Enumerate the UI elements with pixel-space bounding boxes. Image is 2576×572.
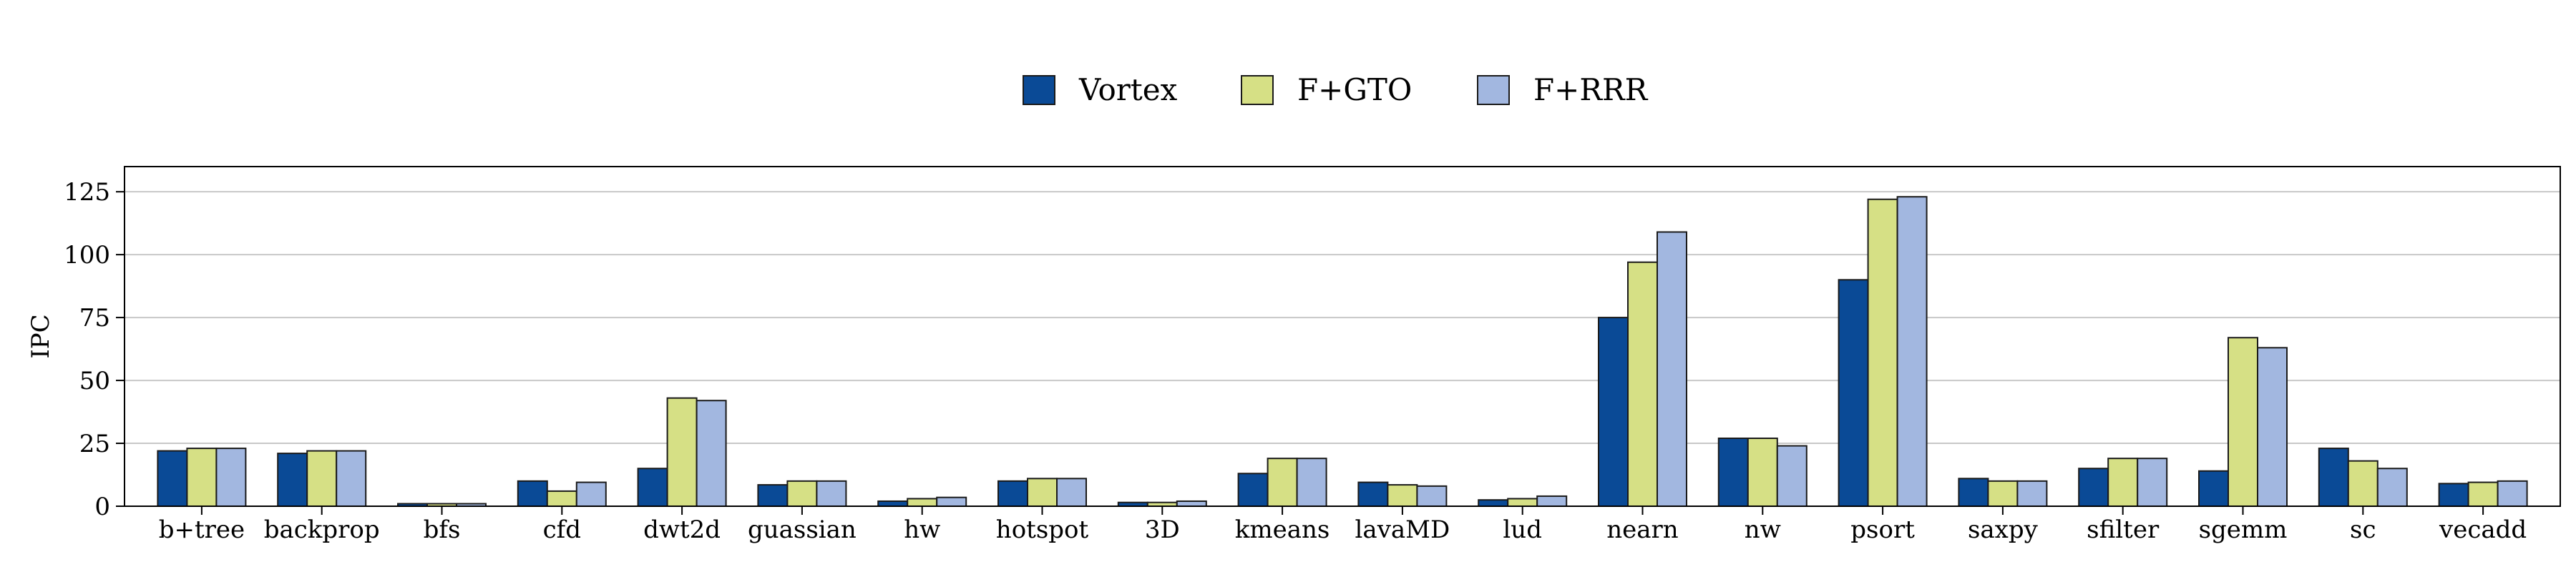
x-tick-label: kmeans: [1235, 516, 1330, 544]
bar-f-rrr: [2497, 480, 2528, 508]
x-tick-label: hw: [904, 516, 940, 544]
x-tick-label: lud: [1503, 516, 1542, 544]
gridlines: [125, 191, 2560, 445]
bar-f-gto: [2107, 458, 2139, 507]
bar-vortex: [277, 453, 308, 507]
bar-f-gto: [786, 480, 818, 508]
y-tick-label: 125: [64, 178, 110, 207]
bars: [157, 196, 2528, 508]
bar-vortex: [1838, 279, 1869, 507]
bar-f-rrr: [936, 496, 967, 507]
bar-f-gto: [1867, 198, 1898, 507]
legend-label: F+GTO: [1297, 72, 1412, 107]
legend-swatch: [1023, 75, 1055, 105]
bar-f-gto: [1747, 438, 1778, 507]
bar-vortex: [517, 480, 548, 508]
bar-f-rrr: [1176, 500, 1207, 507]
x-tick-label: guassian: [748, 516, 857, 544]
x-tick-label: nearn: [1606, 516, 1678, 544]
plot-frame: [124, 166, 2561, 507]
bar-vortex: [2198, 470, 2229, 507]
bar-f-rrr: [215, 448, 247, 508]
bar-f-gto: [907, 498, 938, 508]
bar-vortex: [2318, 448, 2349, 508]
bar-f-gto: [2467, 481, 2499, 508]
legend-label: Vortex: [1078, 72, 1178, 107]
bar-f-gto: [186, 448, 218, 508]
bar-vortex: [997, 480, 1028, 508]
y-tick-label: 0: [94, 493, 110, 521]
bar-vortex: [1598, 317, 1629, 507]
x-tick-label: saxpy: [1968, 516, 2039, 544]
x-axis-ticks: b+tree backprop bfs cfd dwt2d guassian hw hotsp…: [159, 506, 2527, 544]
x-tick-label: bfs: [424, 516, 461, 544]
bar-f-gto: [1387, 484, 1418, 507]
x-tick-label: hotspot: [996, 516, 1089, 544]
bar-f-rrr: [1296, 458, 1327, 507]
bar-vortex: [1478, 499, 1509, 507]
x-tick-label: sfilter: [2087, 516, 2160, 544]
bar-f-rrr: [2016, 480, 2048, 508]
bar-f-rrr: [2137, 458, 2168, 507]
bar-vortex: [1357, 481, 1389, 508]
x-tick-label: cfd: [543, 516, 581, 544]
bar-f-gto: [1987, 480, 2019, 508]
bar-f-rrr: [1416, 485, 1448, 508]
x-tick-label: nw: [1745, 516, 1781, 544]
bar-vortex: [2078, 468, 2109, 508]
y-tick-label: 25: [79, 430, 110, 458]
bar-vortex: [2438, 483, 2469, 507]
bar-f-gto: [1027, 478, 1058, 508]
x-tick-label: 3D: [1145, 516, 1180, 544]
legend: Vortex F+GTO F+RRR: [1023, 72, 1649, 107]
bar-f-gto: [546, 490, 577, 508]
legend-swatch: [1477, 75, 1510, 105]
x-tick-label: dwt2d: [643, 516, 721, 544]
bar-vortex: [637, 468, 668, 508]
bar-f-rrr: [1056, 478, 1087, 508]
bar-f-rrr: [816, 480, 847, 508]
bar-f-rrr: [1896, 196, 1928, 507]
legend-label: F+RRR: [1533, 72, 1649, 107]
bar-f-gto: [2228, 337, 2258, 507]
bar-f-gto: [2347, 460, 2379, 508]
bar-f-rrr: [2257, 347, 2288, 508]
x-tick-label: lavaMD: [1355, 516, 1450, 544]
x-tick-label: b+tree: [159, 516, 245, 544]
bar-f-rrr: [575, 481, 607, 508]
bar-f-rrr: [2376, 468, 2408, 508]
bar-vortex: [877, 500, 909, 507]
y-tick-label: 75: [79, 304, 110, 332]
bar-f-rrr: [336, 450, 367, 507]
bar-f-rrr: [696, 400, 727, 507]
x-tick-label: backprop: [264, 516, 380, 544]
x-tick-label: psort: [1850, 516, 1915, 544]
legend-swatch: [1241, 75, 1274, 105]
bar-f-rrr: [1536, 495, 1568, 507]
bar-f-rrr: [1776, 445, 1807, 507]
y-axis-ticks: 0 25 50 75 100 125: [64, 178, 125, 521]
bar-f-rrr: [1657, 231, 1687, 507]
bar-vortex: [157, 450, 188, 507]
bar-f-gto: [666, 397, 698, 507]
x-tick-label: sgemm: [2199, 516, 2288, 544]
y-tick-label: 100: [64, 241, 110, 270]
bar-f-gto: [306, 450, 338, 507]
bar-vortex: [1958, 478, 1989, 508]
bar-vortex: [1237, 473, 1269, 508]
bar-f-gto: [1267, 458, 1298, 507]
bar-vortex: [1717, 438, 1749, 507]
bar-vortex: [757, 484, 789, 507]
y-axis-label: IPC: [26, 314, 55, 358]
y-tick-label: 50: [79, 367, 110, 395]
x-tick-label: vecadd: [2439, 516, 2527, 544]
x-tick-label: sc: [2350, 516, 2376, 544]
bar-f-gto: [1507, 498, 1538, 508]
bar-f-gto: [1627, 261, 1658, 507]
